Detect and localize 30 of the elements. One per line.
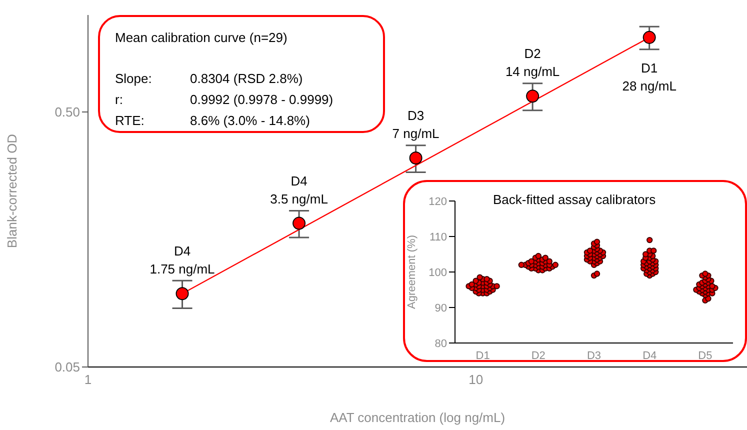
- y-tick-label: 100: [428, 266, 447, 279]
- y-tick-label: 0.50: [54, 104, 80, 120]
- annotation: r:: [115, 92, 123, 107]
- chart-title: Back-fitted assay calibrators: [493, 192, 656, 207]
- annotation: D1 28 ng/mL: [622, 60, 676, 94]
- x-tick-label: D2: [531, 350, 546, 362]
- y-axis-title: Agreement (%): [406, 235, 418, 309]
- x-tick-label: D3: [586, 350, 602, 362]
- y-tick-label: 90: [434, 302, 447, 314]
- annotation: D3 7 ng/mL: [392, 108, 440, 141]
- annotation: 0.8304 (RSD 2.8%): [190, 71, 303, 86]
- annotation: D2 14 ng/mL: [505, 46, 560, 80]
- annotation: 0.9992 (0.9978 - 0.9999): [190, 92, 334, 107]
- x-tick-label: D1: [476, 350, 490, 362]
- y-tick-label: 120: [428, 196, 447, 208]
- y-tick-label: 110: [429, 231, 447, 244]
- annotation: 8.6% (3.0% - 14.8%): [190, 113, 310, 128]
- annotation: Mean calibration curve (n=29): [115, 30, 288, 45]
- x-tick-label: 10: [468, 372, 484, 388]
- x-tick-label: D5: [698, 350, 712, 362]
- annotation: D4 1.75 ng/mL: [150, 244, 215, 277]
- annotation: Slope:: [115, 71, 152, 86]
- y-tick-label: 0.05: [54, 360, 80, 375]
- annotation: RTE:: [115, 113, 144, 128]
- y-axis-title: Blank-corrected OD: [4, 134, 20, 248]
- x-tick-label: D4: [642, 350, 657, 362]
- annotation: D4 3.5 ng/mL: [270, 173, 328, 206]
- x-tick-label: 1: [84, 372, 92, 388]
- x-axis-title: AAT concentration (log ng/mL): [330, 410, 506, 425]
- y-tick-label: 80: [434, 338, 447, 350]
